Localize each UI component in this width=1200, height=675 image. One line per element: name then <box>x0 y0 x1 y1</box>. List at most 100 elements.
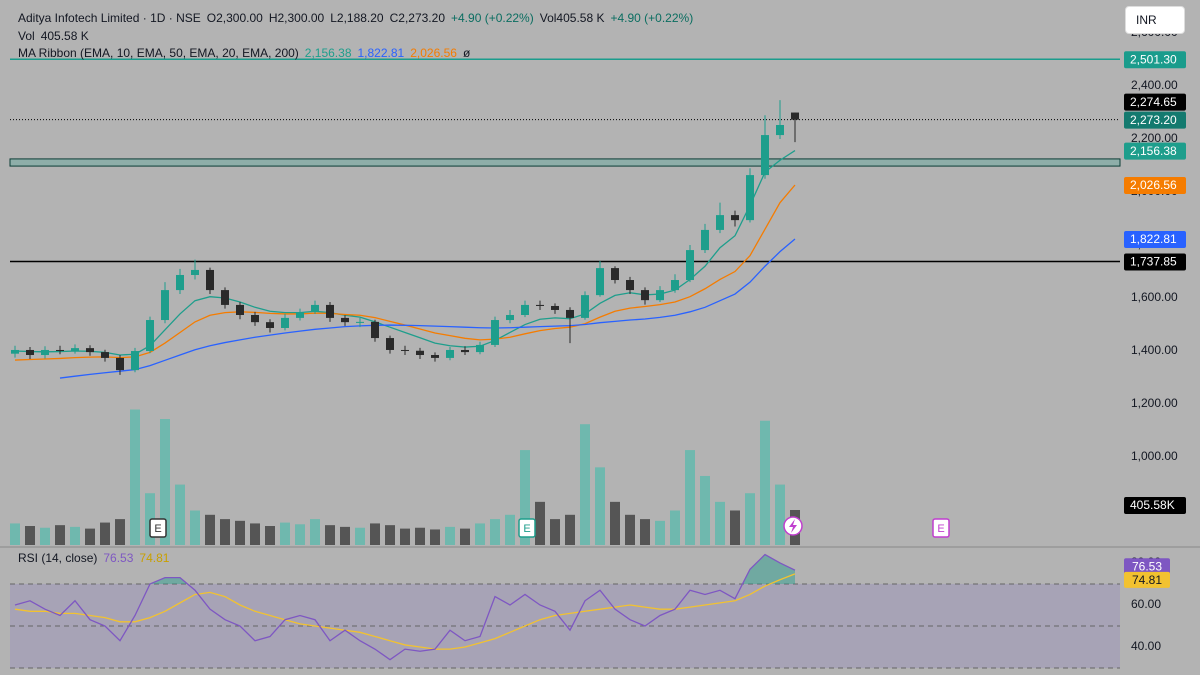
candle-body <box>146 320 154 352</box>
volume-bar <box>745 493 755 545</box>
candle-body <box>611 268 619 281</box>
volume-bar <box>310 519 320 545</box>
volume-bar <box>325 525 335 545</box>
y-tick-label: 1,600.00 <box>1131 290 1178 304</box>
candle-body <box>626 280 634 291</box>
price-label: 2,273.20 <box>1130 113 1177 127</box>
candle-body <box>281 317 289 328</box>
price-label-box <box>1124 177 1186 195</box>
candle-body <box>581 295 589 318</box>
volume-bar <box>610 501 620 545</box>
ohlc-key: H <box>268 11 278 25</box>
candle-body <box>536 304 544 306</box>
price-label: 2,274.65 <box>1130 95 1177 109</box>
candle-body <box>176 274 184 291</box>
change: +4.90 (+0.22%) <box>451 11 534 25</box>
candle-body <box>746 175 754 221</box>
volume-bar <box>625 514 635 545</box>
ohlc-value: 2,188.20 <box>336 11 384 25</box>
volume-bar <box>85 528 95 545</box>
y-tick-label: 1,000.00 <box>1131 449 1178 463</box>
legend-main: Aditya Infotech Limited · 1D · NSE O2,30… <box>18 11 693 25</box>
volume-bar <box>25 526 35 545</box>
volume-bar <box>595 467 605 545</box>
volume-bar <box>535 501 545 545</box>
legend-ma: MA Ribbon (EMA, 10, EMA, 50, EMA, 20, EM… <box>18 46 470 60</box>
volume-bar <box>760 420 770 545</box>
volume-bar <box>655 520 665 545</box>
candle-body <box>476 344 484 353</box>
ohlc-item: C2,273.20 <box>390 11 445 25</box>
candle-body <box>371 321 379 339</box>
currency-button[interactable]: INR <box>1125 6 1185 34</box>
volume-bar <box>370 523 380 545</box>
candle-body <box>236 304 244 315</box>
event-icon-text: E <box>523 523 530 535</box>
volume-bar <box>190 510 200 545</box>
candle-body <box>446 349 454 358</box>
candle-body <box>161 290 169 321</box>
zone <box>9 158 1121 167</box>
price-label-box <box>1124 111 1186 129</box>
candle-body <box>701 229 709 251</box>
volume-bar <box>415 527 425 545</box>
price-label-box <box>1124 253 1186 271</box>
vol-value: 405.58 K <box>40 29 89 43</box>
rsi-label-box <box>1124 571 1170 588</box>
candle-body <box>656 290 664 301</box>
volume-bar <box>220 519 230 545</box>
candle-body <box>386 338 394 350</box>
event-icon <box>149 518 167 538</box>
price-label: 1,822.81 <box>1130 232 1177 246</box>
ohlc-item: O2,300.00 <box>207 11 263 25</box>
volume-bar <box>505 514 515 545</box>
candle-body <box>401 349 409 351</box>
volume-bar <box>265 526 275 545</box>
candle-body <box>296 312 304 318</box>
candle-body <box>251 314 259 323</box>
rsi-tick-label: 60.00 <box>1131 597 1161 611</box>
candle-body <box>26 349 34 356</box>
volume-bar <box>160 419 170 545</box>
volume-bar <box>385 525 395 545</box>
volume-label: 405.58K <box>1130 498 1175 512</box>
volume-bar <box>700 475 710 545</box>
rsi-label-box <box>1124 558 1170 575</box>
volume-bar <box>460 528 470 545</box>
candle-body <box>116 357 124 371</box>
ma-value: 1,822.81 <box>357 46 405 60</box>
candle-body <box>41 349 49 356</box>
candle-body <box>341 317 349 323</box>
event-icon <box>789 519 797 533</box>
volume-bar <box>640 519 650 545</box>
volume-bar <box>175 484 185 545</box>
candle-body <box>506 314 514 321</box>
candle-body <box>551 305 559 310</box>
volume-bar <box>490 519 500 545</box>
price-label-box <box>1124 230 1186 248</box>
ohlc-value: 2,300.00 <box>277 11 325 25</box>
candle-body <box>86 348 94 353</box>
candle-body <box>671 280 679 291</box>
rsi-title: RSI (14, close) <box>18 551 98 565</box>
ohlc-key: C <box>389 11 399 25</box>
volume-bar <box>205 514 215 545</box>
ohlc-item: H2,300.00 <box>269 11 324 25</box>
volume-label-box <box>1124 497 1186 515</box>
volume-bar <box>520 450 530 545</box>
candle-body <box>416 350 424 356</box>
candle-body <box>191 269 199 275</box>
rsi-tick-label: 40.00 <box>1131 639 1161 653</box>
volume-bar <box>235 520 245 545</box>
candle-body <box>686 250 694 281</box>
ohlc-value: 2,300.00 <box>216 11 263 25</box>
ema-line <box>14 150 796 356</box>
ohlc-value: 2,273.20 <box>398 11 445 25</box>
ohlc-key: L <box>330 11 337 25</box>
vol-key: Vol <box>18 29 35 43</box>
ma-value: 2,026.56 <box>410 46 457 60</box>
volume-bar <box>445 526 455 545</box>
price-label-box <box>1124 93 1186 111</box>
price-label: 1,737.85 <box>1130 255 1177 269</box>
